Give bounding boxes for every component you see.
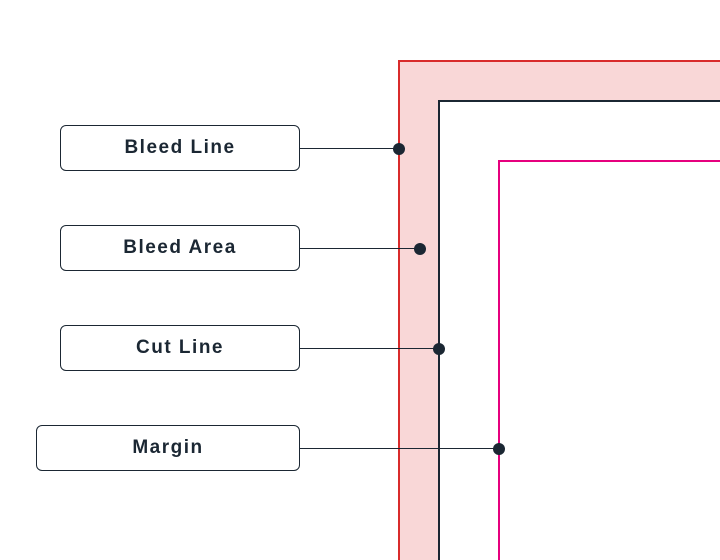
label-margin: Margin xyxy=(36,425,300,471)
leader-bleed-area xyxy=(300,248,420,249)
label-text: Margin xyxy=(132,437,203,459)
print-guides-diagram: Bleed Line Bleed Area Cut Line Margin xyxy=(0,0,720,560)
bleed-area-fill-left xyxy=(400,100,438,560)
label-text: Bleed Area xyxy=(123,237,237,259)
dot-margin xyxy=(493,443,505,455)
label-cut-line: Cut Line xyxy=(60,325,300,371)
bleed-area-fill-top xyxy=(400,62,720,100)
label-bleed-area: Bleed Area xyxy=(60,225,300,271)
dot-cut-line xyxy=(433,343,445,355)
dot-bleed-area xyxy=(414,243,426,255)
dot-bleed-line xyxy=(393,143,405,155)
label-text: Cut Line xyxy=(136,337,224,359)
label-bleed-line: Bleed Line xyxy=(60,125,300,171)
label-text: Bleed Line xyxy=(124,137,235,159)
leader-cut-line xyxy=(300,348,439,349)
leader-margin xyxy=(300,448,499,449)
margin-line-rect xyxy=(498,160,720,560)
leader-bleed-line xyxy=(300,148,399,149)
